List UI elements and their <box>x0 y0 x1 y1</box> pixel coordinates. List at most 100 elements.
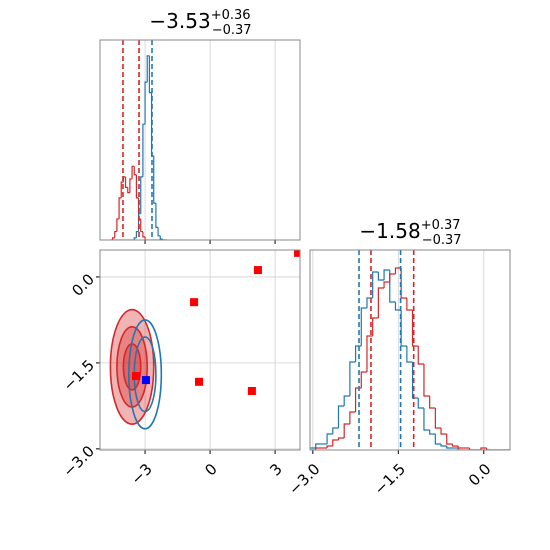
hist-step <box>349 361 356 396</box>
x-tick-label: −1.5 <box>371 460 409 498</box>
point <box>294 250 300 257</box>
hist-step <box>155 203 159 228</box>
title-sub: −0.37 <box>422 233 462 248</box>
hist-step <box>457 446 464 449</box>
y-tick-label: −3.0 <box>60 442 98 480</box>
hist-step <box>343 423 350 438</box>
hist-step <box>135 174 139 199</box>
hist-step <box>377 272 385 281</box>
plot-area <box>310 250 510 450</box>
title-sub: −0.37 <box>212 23 252 38</box>
hist-step <box>310 447 316 450</box>
title-sup: +0.36 <box>211 8 251 23</box>
hist-step <box>129 178 133 193</box>
hist-step <box>315 443 322 448</box>
panel-title: −3.53+0.36 <box>149 8 250 33</box>
hist-step <box>440 428 447 435</box>
hist-step <box>140 176 143 214</box>
hist-step <box>133 237 137 240</box>
hist-step <box>124 176 128 188</box>
hist-step <box>332 439 339 446</box>
hist-step <box>343 395 350 406</box>
point <box>190 298 199 307</box>
hist-step <box>406 298 413 311</box>
hist-step <box>480 447 487 450</box>
hist-step <box>429 430 436 435</box>
hist-step <box>153 155 156 204</box>
point <box>253 266 262 275</box>
hist-step <box>377 287 385 318</box>
hist-step <box>446 446 453 449</box>
hist-step <box>400 310 407 347</box>
hist-step <box>111 237 115 240</box>
plot-area <box>110 40 276 240</box>
hist-step <box>372 317 379 336</box>
hist-step <box>135 230 139 238</box>
hist-step <box>315 447 322 450</box>
hist-step <box>394 302 402 311</box>
hist-step <box>457 448 464 450</box>
hist-step <box>142 231 146 238</box>
hist-step <box>389 270 396 303</box>
hist-step <box>383 269 390 280</box>
panel-title: −1.58+0.37 <box>359 218 460 243</box>
x-tick-label: 3 <box>266 460 285 479</box>
point <box>195 377 204 386</box>
hist-step <box>337 405 345 428</box>
hist-step <box>429 396 436 409</box>
hist-step <box>400 268 407 299</box>
hist-step <box>157 227 161 237</box>
hist-step <box>451 444 459 447</box>
hist-step <box>354 387 362 412</box>
hist-step <box>366 335 373 372</box>
hist-step <box>116 218 120 232</box>
hist-step <box>411 362 419 399</box>
point <box>247 386 256 395</box>
point <box>131 372 140 381</box>
hist-step <box>394 267 402 274</box>
x-tick-label: 0 <box>201 460 220 479</box>
hist-step <box>326 445 333 448</box>
plot-area <box>100 250 300 450</box>
title-sup: +0.37 <box>421 218 461 233</box>
hist-step <box>144 236 148 240</box>
hist-step <box>118 197 122 219</box>
hist-step <box>133 166 137 176</box>
hist-step <box>423 364 430 397</box>
point <box>141 376 150 385</box>
hist-step <box>372 271 379 298</box>
hist-step <box>120 181 124 198</box>
title-main: −3.53 <box>149 9 210 33</box>
hist-step <box>360 371 367 388</box>
hist-step <box>148 55 152 94</box>
hist-step <box>486 448 493 450</box>
panel-frame <box>99 249 301 451</box>
hist-step <box>389 273 396 282</box>
hist-step <box>131 165 135 179</box>
hist-step <box>114 230 117 238</box>
hist-step <box>406 346 413 363</box>
contour <box>122 343 142 391</box>
hist-step <box>434 434 442 445</box>
hist-step <box>417 398 424 409</box>
y-tick-label: 0.0 <box>68 270 98 300</box>
y-tick-label: −1.5 <box>60 356 98 394</box>
hist-step <box>349 411 356 424</box>
x-tick-label: 0.0 <box>465 460 495 490</box>
hist-step <box>417 346 424 365</box>
hist-step <box>326 433 333 444</box>
hist-step <box>337 437 345 440</box>
x-tick-label: −3 <box>127 460 155 488</box>
x-tick-label: −3.0 <box>285 460 323 498</box>
hist-step <box>127 187 130 194</box>
hist-step <box>434 408 442 429</box>
hist-step <box>146 55 150 83</box>
contour <box>128 319 163 430</box>
hist-step <box>332 427 339 434</box>
hist-step <box>161 238 165 240</box>
hist-step <box>144 81 148 125</box>
hist-step <box>423 408 430 431</box>
hist-step <box>446 434 453 445</box>
hist-step <box>360 307 367 346</box>
